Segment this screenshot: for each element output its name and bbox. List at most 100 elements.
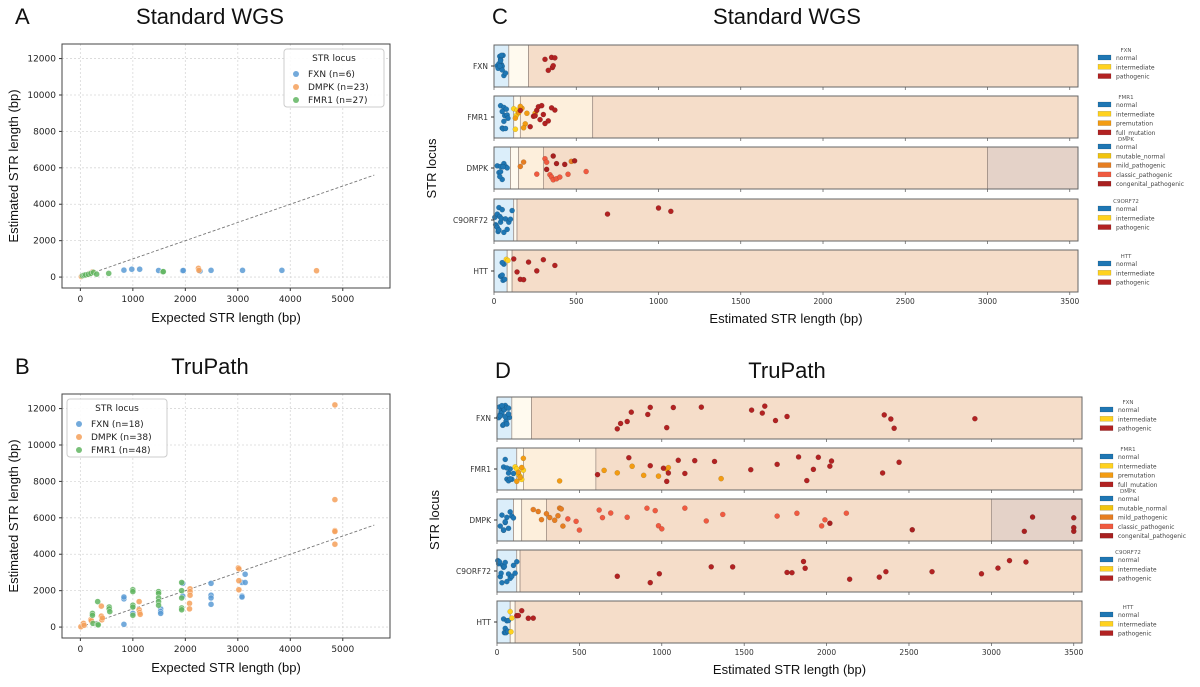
data-point [499, 402, 505, 409]
legend-swatch [1097, 73, 1112, 79]
data-point [505, 411, 512, 417]
data-point [502, 70, 509, 76]
legend-box [283, 48, 385, 108]
locus-row-fmr1: FMR1 [470, 447, 1083, 493]
data-point [558, 506, 565, 512]
zone-pathogenic [519, 549, 1083, 593]
data-point [571, 158, 578, 164]
data-point [607, 510, 614, 516]
data-point [561, 161, 568, 168]
y-tick-label: 6000 [33, 514, 56, 524]
legend-entry: normal [1116, 206, 1137, 213]
locus-row-fmr1: FMR1 [467, 95, 1079, 141]
y-tick-label: 8000 [33, 127, 56, 137]
data-point [594, 471, 601, 478]
data-point [504, 226, 510, 233]
legend-entry: DMPK (n=38) [91, 433, 152, 443]
x-tick-label: 0 [78, 645, 84, 655]
data-point [500, 527, 507, 533]
data-point [120, 621, 128, 628]
data-point [518, 464, 525, 471]
legend-title: FMR1 [1120, 447, 1135, 453]
axes-frame [61, 393, 391, 639]
legend-entry: normal [1118, 407, 1139, 414]
legend-swatch [1099, 575, 1114, 581]
data-point [517, 163, 524, 170]
data-point [626, 454, 632, 461]
data-point [772, 417, 779, 424]
data-point [502, 456, 509, 463]
locus-row-c9orf72: C9ORF72 [456, 549, 1083, 595]
data-point [624, 514, 630, 521]
legend-entry: FMR1 (n=27) [308, 96, 368, 106]
x-tick-label: 1000 [652, 648, 671, 657]
x-tick-label: 4000 [279, 645, 302, 655]
panel-title: TruPath [748, 358, 825, 383]
data-point [178, 587, 185, 594]
data-point [278, 267, 286, 274]
data-point [628, 409, 635, 415]
data-point [99, 614, 106, 622]
data-point [497, 168, 504, 175]
axes-frame [61, 43, 391, 289]
data-point [98, 602, 105, 610]
data-point [512, 126, 519, 133]
y-tick-label: 2000 [33, 237, 56, 247]
data-point [978, 570, 985, 577]
data-point [89, 612, 96, 619]
data-point [520, 455, 527, 462]
x-tick-label: 3500 [1060, 297, 1079, 306]
legend-entry: normal [1118, 496, 1139, 503]
legend-swatch [1097, 64, 1112, 70]
data-point [614, 573, 621, 580]
y-axis-label: STR locus [427, 490, 442, 550]
legend-entry: intermediate [1116, 270, 1155, 277]
x-tick-label: 5000 [331, 645, 354, 655]
data-point [501, 229, 507, 236]
legend-marker [76, 447, 82, 453]
data-point [238, 593, 246, 601]
locus-label: DMPK [469, 516, 492, 525]
data-point [670, 404, 677, 411]
locus-row-htt: HTT [476, 600, 1083, 646]
legend-entry: normal [1116, 144, 1137, 151]
legend-swatch [1099, 621, 1114, 627]
legend-entry: DMPK (n=23) [308, 83, 369, 93]
legend-entry: intermediate [1118, 621, 1157, 628]
x-tick-label: 3000 [226, 295, 249, 305]
zone-pathogenic [592, 95, 1079, 139]
data-point [644, 411, 651, 418]
data-point [235, 565, 243, 573]
data-point [576, 527, 583, 533]
zone-intermediate [509, 600, 516, 644]
data-point [120, 593, 128, 601]
x-tick-label: 1500 [731, 297, 750, 306]
data-point [1023, 559, 1029, 565]
data-point [543, 159, 550, 166]
x-tick-label: 1500 [735, 648, 754, 657]
data-point [313, 267, 320, 274]
data-point [691, 457, 698, 464]
legend-entry: classic_pathogenic [1116, 172, 1172, 179]
locus-row-dmpk: DMPK [466, 146, 1079, 192]
data-point [747, 466, 754, 473]
series-fmr1 [89, 579, 185, 629]
legend-title: STR locus [95, 404, 139, 414]
data-point [573, 518, 579, 525]
series-fmr1 [79, 268, 167, 279]
data-point [235, 586, 243, 593]
data-point [675, 457, 682, 464]
data-point [810, 466, 817, 473]
data-point [530, 506, 537, 513]
legend-entry: mild_pathogenic [1118, 515, 1168, 522]
data-point [331, 401, 339, 409]
y-tick-label: 10000 [27, 441, 56, 451]
data-point [551, 517, 558, 524]
x-tick-label: 0 [78, 295, 84, 305]
data-point [876, 574, 883, 580]
legend-entry: FXN (n=18) [91, 420, 144, 430]
data-point [708, 564, 715, 570]
data-point [647, 462, 654, 469]
legend-title: FXN [1120, 48, 1131, 54]
